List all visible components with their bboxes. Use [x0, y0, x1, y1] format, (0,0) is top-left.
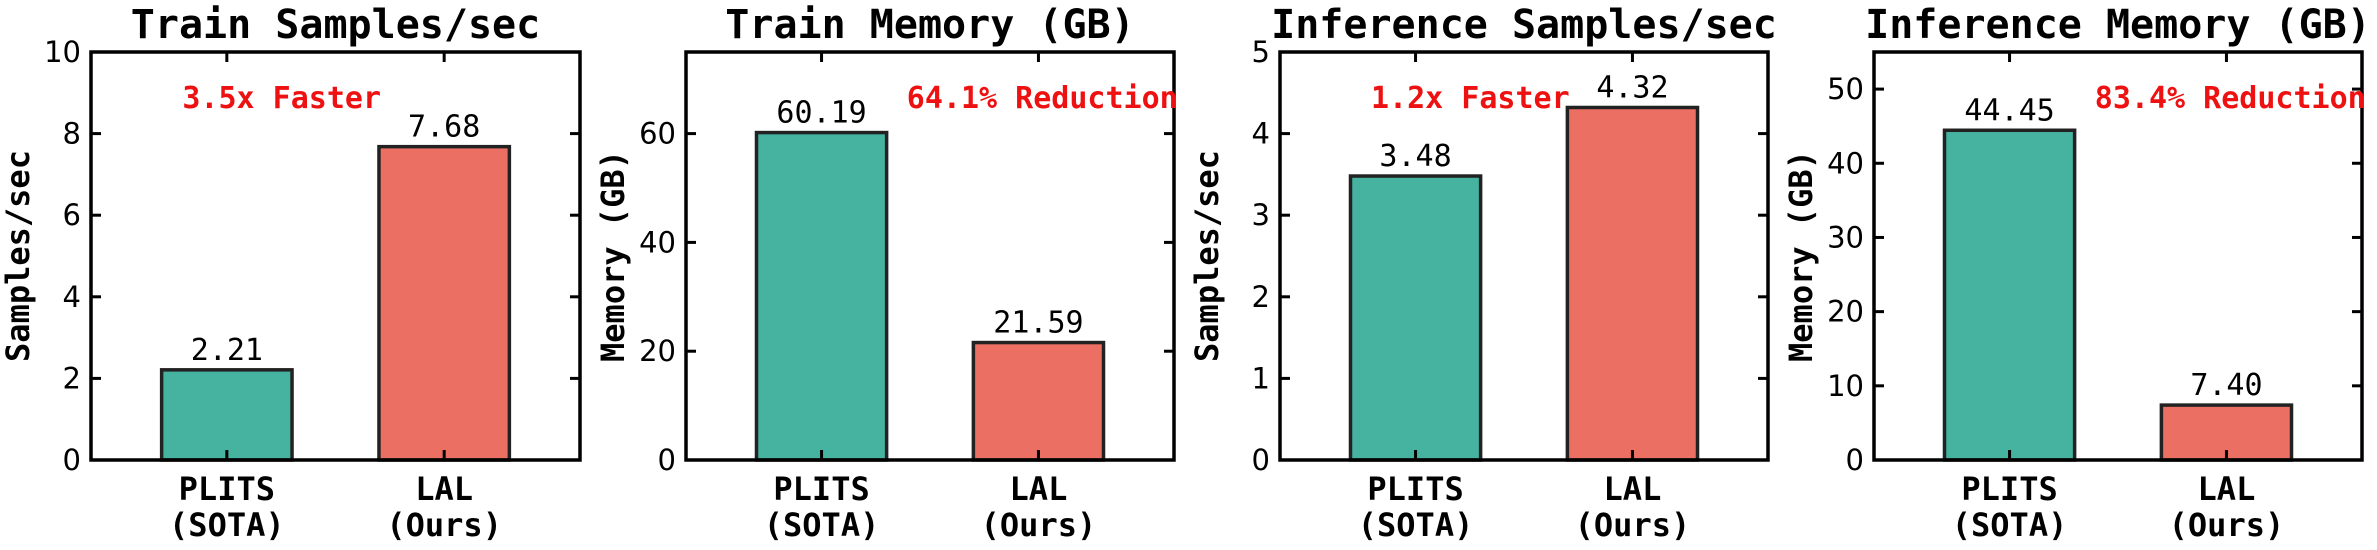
plot-frame: [684, 50, 1176, 462]
bar-ours: [377, 144, 512, 462]
x-category-label: PLITS (SOTA): [764, 470, 880, 544]
y-tick-label: 0: [1846, 443, 1864, 477]
bar-sota: [1942, 128, 2077, 462]
x-category-label: PLITS (SOTA): [1358, 470, 1474, 544]
bar-ours: [971, 340, 1106, 462]
value-label: 21.59: [993, 306, 1083, 341]
improvement-annotation: 3.5x Faster: [182, 81, 381, 116]
y-tick-label: 4: [1252, 117, 1270, 151]
improvement-annotation: 64.1% Reduction: [907, 81, 1178, 116]
y-tick-label: 10: [44, 35, 81, 69]
plot-frame: [1872, 50, 2364, 462]
chart-panel-3: Inference Samples/sec Samples/sec 3.48 4.32…: [1188, 2, 1777, 544]
y-tick-label: 0: [1252, 443, 1270, 477]
x-category-label: PLITS (SOTA): [169, 470, 285, 544]
y-tick-label: 3: [1252, 198, 1270, 232]
y-tick-label: 2: [1252, 280, 1270, 314]
y-axis-label: Memory (GB): [1782, 150, 1820, 362]
y-tick-label: 20: [639, 334, 676, 368]
value-label: 3.48: [1379, 139, 1451, 174]
value-label: 44.45: [1964, 93, 2054, 128]
chart-title: Train Memory (GB): [725, 2, 1134, 48]
value-label: 7.40: [2190, 368, 2262, 403]
y-tick-label: 60: [639, 117, 676, 151]
improvement-annotation: 1.2x Faster: [1371, 81, 1570, 116]
x-category-label: LAL (Ours): [2169, 470, 2285, 544]
bar-sota: [1348, 174, 1483, 462]
y-tick-label: 20: [1827, 295, 1864, 329]
bar-sota: [159, 368, 294, 462]
y-tick-label: 40: [639, 225, 676, 259]
y-axis-label: Samples/sec: [0, 150, 37, 362]
value-label: 2.21: [191, 333, 263, 368]
y-tick-label: 40: [1827, 146, 1864, 180]
x-category-label: LAL (Ours): [981, 470, 1097, 544]
chart-title: Inference Memory (GB): [1865, 2, 2371, 48]
y-tick-label: 10: [1827, 369, 1864, 403]
chart-panel-2: Train Memory (GB) Memory (GB) 60.19 21.59 0 2…: [594, 2, 1178, 544]
bar-sota: [754, 130, 889, 462]
chart-title: Train Samples/sec: [131, 2, 540, 48]
y-tick-label: 0: [658, 443, 676, 477]
x-category-label: LAL (Ours): [386, 470, 502, 544]
bar-ours: [1565, 105, 1700, 462]
chart-panel-4: Inference Memory (GB) Memory (GB) 44.45 7.4…: [1782, 2, 2371, 544]
y-tick-label: 0: [63, 443, 81, 477]
value-label: 7.68: [408, 110, 480, 145]
y-tick-label: 50: [1827, 72, 1864, 106]
y-tick-label: 30: [1827, 220, 1864, 254]
improvement-annotation: 83.4% Reduction: [2095, 81, 2366, 116]
y-axis-label: Samples/sec: [1188, 150, 1226, 362]
chart-panel-1: Train Samples/sec Samples/sec 2.21 7.68 0 2 4 6…: [0, 2, 582, 544]
y-axis-label: Memory (GB): [594, 150, 632, 362]
y-tick-label: 1: [1252, 361, 1270, 395]
y-tick-label: 5: [1252, 35, 1270, 69]
y-tick-label: 8: [63, 117, 81, 151]
x-category-label: LAL (Ours): [1575, 470, 1691, 544]
y-tick-label: 6: [63, 198, 81, 232]
x-category-label: PLITS (SOTA): [1952, 470, 2068, 544]
y-tick-label: 2: [63, 361, 81, 395]
plot-frame: [89, 50, 582, 462]
chart-title: Inference Samples/sec: [1271, 2, 1777, 48]
value-label: 60.19: [776, 96, 866, 131]
plot-frame: [1278, 50, 1770, 462]
value-label: 4.32: [1596, 70, 1668, 105]
y-tick-label: 4: [63, 280, 81, 314]
